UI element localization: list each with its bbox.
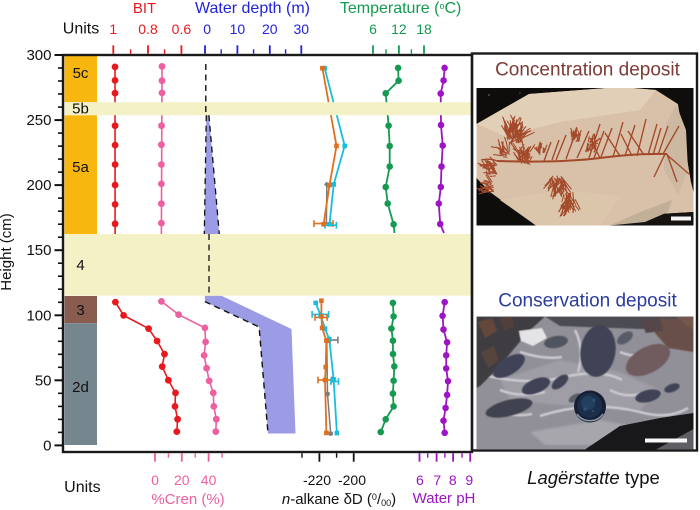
svg-text:6: 6	[416, 472, 424, 488]
svg-text:%Cren (%): %Cren (%)	[151, 491, 224, 508]
svg-text:100: 100	[26, 307, 51, 324]
svg-text:Concentration deposit: Concentration deposit	[495, 60, 681, 81]
svg-text:250: 250	[26, 112, 51, 129]
svg-text:3: 3	[76, 302, 84, 319]
svg-text:10: 10	[230, 21, 246, 37]
svg-text:Water depth (m): Water depth (m)	[195, 0, 310, 17]
svg-text:18: 18	[416, 21, 432, 37]
svg-text:Conservation deposit: Conservation deposit	[498, 291, 677, 312]
svg-text:BIT: BIT	[133, 0, 156, 17]
svg-text:8: 8	[449, 472, 457, 488]
svg-text:30: 30	[294, 21, 310, 37]
svg-text:2d: 2d	[72, 379, 89, 396]
svg-text:40: 40	[201, 472, 217, 488]
svg-text:0: 0	[151, 472, 159, 488]
svg-text:200: 200	[26, 177, 51, 194]
svg-text:5a: 5a	[72, 159, 89, 176]
svg-text:-200: -200	[338, 472, 366, 488]
svg-text:0.8: 0.8	[138, 21, 158, 37]
svg-text:5c: 5c	[73, 65, 89, 82]
svg-text:0: 0	[43, 437, 51, 454]
svg-text:5b: 5b	[72, 101, 89, 118]
svg-text:Units: Units	[64, 479, 100, 496]
svg-text:n-alkane δD (0/00): n-alkane δD (0/00)	[282, 491, 396, 508]
svg-text:-220: -220	[303, 472, 331, 488]
svg-text:Units: Units	[63, 21, 99, 38]
svg-text:Lagërstatte type: Lagërstatte type	[527, 467, 660, 488]
svg-text:Water pH: Water pH	[413, 490, 476, 507]
svg-text:150: 150	[26, 242, 51, 259]
svg-text:12: 12	[391, 21, 407, 37]
svg-text:7: 7	[433, 472, 441, 488]
svg-text:1: 1	[109, 21, 117, 37]
svg-text:6: 6	[369, 21, 377, 37]
svg-text:4: 4	[76, 257, 84, 274]
svg-text:0: 0	[203, 21, 211, 37]
svg-text:9: 9	[465, 472, 473, 488]
svg-text:Temperature (oC): Temperature (oC)	[340, 0, 462, 17]
svg-text:0.6: 0.6	[172, 21, 192, 37]
svg-text:20: 20	[262, 21, 278, 37]
svg-text:Height (cm): Height (cm)	[0, 213, 15, 291]
svg-text:20: 20	[174, 472, 190, 488]
svg-text:50: 50	[35, 372, 52, 389]
svg-text:300: 300	[26, 47, 51, 64]
